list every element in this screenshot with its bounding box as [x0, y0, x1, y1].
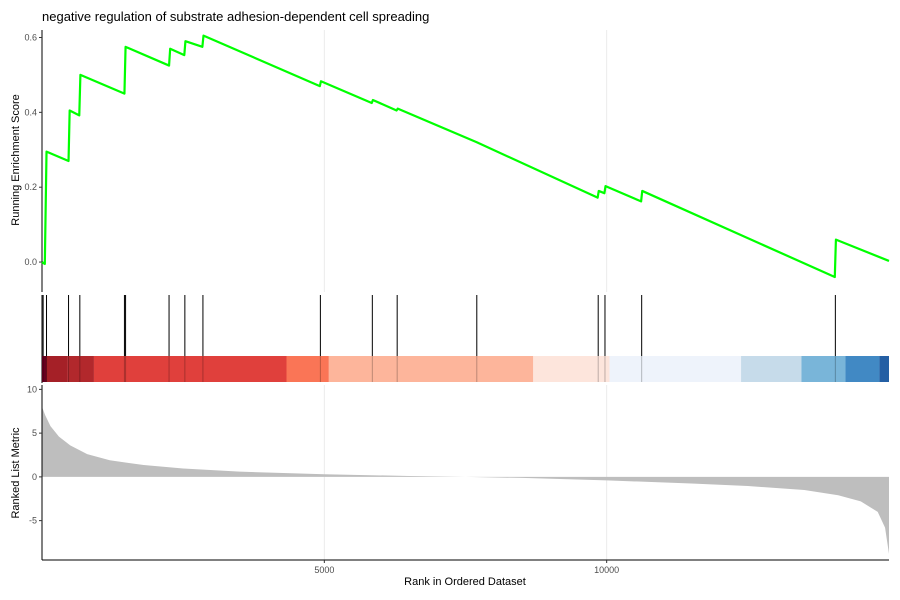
color-bar-segment-8 [741, 356, 802, 382]
color-bar-segment-5 [328, 356, 534, 382]
x-axis-title: Rank in Ordered Dataset [404, 576, 526, 588]
color-bar-segment-0 [42, 356, 47, 382]
metric-area [42, 406, 889, 554]
es-series-line [41, 34, 890, 279]
color-bar-segment-1 [46, 356, 68, 382]
metric-panel: -5 0 5 10 5000 10000 [27, 384, 889, 575]
metric-y-tick-label-3: 10 [27, 384, 37, 394]
metric-y-tick-label-2: 5 [32, 428, 37, 438]
color-bar-segment-11 [879, 356, 889, 382]
color-bar-segment-7 [609, 356, 742, 382]
color-bar-segment-2 [67, 356, 94, 382]
es-panel: 0.0 0.2 0.4 0.6 [24, 30, 890, 292]
x-tick-label-0: 5000 [314, 565, 334, 575]
es-y-tick-label-1: 0.2 [24, 182, 37, 192]
color-bar-segment-10 [845, 356, 880, 382]
color-bar-segment-3 [93, 356, 287, 382]
x-tick-label-1: 10000 [594, 565, 619, 575]
color-bar [42, 356, 889, 382]
metric-y-tick-label-0: -5 [29, 516, 37, 526]
color-bar-segment-6 [533, 356, 610, 382]
es-y-tick-label-2: 0.4 [24, 107, 37, 117]
es-y-tick-label-0: 0.0 [24, 257, 37, 267]
metric-y-axis-title: Ranked List Metric [10, 427, 22, 519]
chart-title: negative regulation of substrate adhesio… [42, 9, 429, 24]
es-y-tick-label-3: 0.6 [24, 32, 37, 42]
color-bar-segment-4 [286, 356, 329, 382]
color-bar-segment-9 [801, 356, 846, 382]
es-y-axis-title: Running Enrichment Score [10, 94, 22, 225]
metric-y-tick-label-1: 0 [32, 472, 37, 482]
